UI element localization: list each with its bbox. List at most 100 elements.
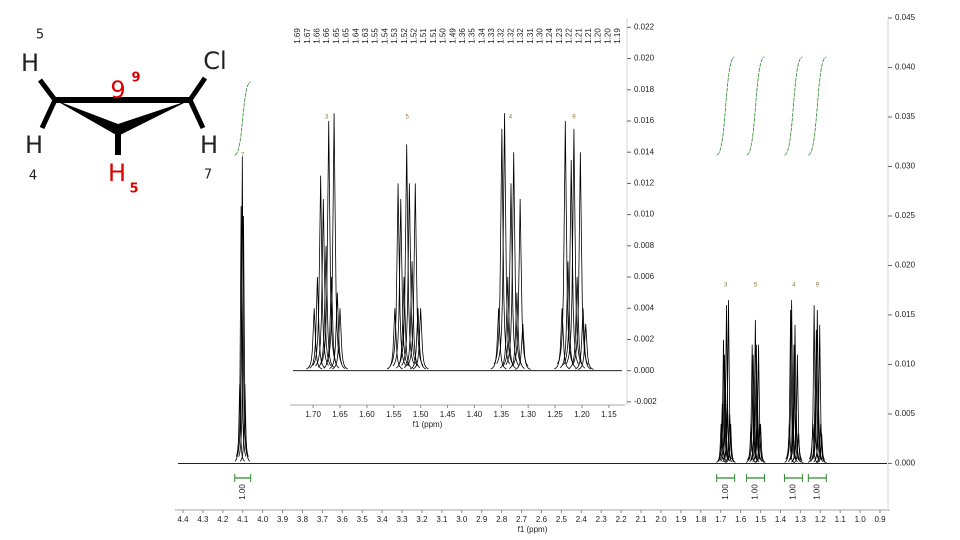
peak [811, 329, 822, 461]
integral-curve [807, 56, 827, 156]
atom: 9 [110, 76, 125, 104]
atom-number: 9 [131, 71, 140, 86]
x-tick-label: 1.7 [715, 515, 727, 524]
peak [320, 120, 337, 365]
peak-annotation: 5 [754, 283, 758, 289]
peak [490, 308, 507, 370]
y-tick-label: 0.018 [634, 85, 655, 94]
integral-curve [716, 56, 736, 156]
peak-list-label: 1.22 [565, 28, 574, 44]
wedge-bond [55, 100, 118, 136]
x-tick-label: 3.7 [317, 515, 329, 524]
integral-label: 1.00 [721, 484, 730, 500]
peak-annotation: 7 [241, 153, 245, 159]
peak [816, 433, 827, 464]
peak [505, 152, 522, 365]
x-tick-label: 1.8 [695, 515, 707, 524]
peak-list-label: 1.33 [487, 28, 496, 44]
peak [577, 323, 594, 370]
bond [187, 76, 208, 102]
x-tick-label: 1.1 [835, 515, 847, 524]
peak [508, 292, 525, 369]
peak-list-label: 1.66 [313, 28, 322, 44]
y-tick-label: 0.010 [895, 360, 916, 369]
peak-list-label: 1.36 [458, 28, 467, 44]
y-tick-label: 0.030 [895, 162, 916, 171]
x-tick-label: 1.9 [675, 515, 687, 524]
y-tick-label: 0.020 [634, 54, 655, 63]
x-tick-label: 1.60 [359, 410, 375, 419]
integral-curve [746, 56, 765, 156]
peak [325, 113, 343, 364]
atom-number: 4 [29, 169, 37, 184]
peak-list-label: 1.49 [448, 28, 457, 44]
x-tick-label: 1.6 [735, 515, 747, 524]
peak-list-label: 1.65 [342, 28, 351, 44]
peak [239, 384, 250, 462]
integral-label: 1.00 [238, 484, 247, 500]
y-tick-label: 0.025 [895, 211, 916, 220]
atom: Cl [203, 47, 226, 75]
peak [409, 308, 426, 370]
peak-list-label: 1.31 [526, 28, 535, 44]
peak [557, 120, 574, 365]
integral-curve [784, 56, 803, 156]
bond [187, 98, 206, 130]
peak [315, 199, 332, 367]
peak [785, 310, 796, 460]
peak-list-label: 1.50 [439, 28, 448, 44]
x-tick-label: 1.30 [520, 410, 536, 419]
peak-list-label: 1.54 [380, 28, 389, 44]
peak-list-label: 1.67 [303, 28, 312, 44]
x-tick-label: 2.7 [516, 515, 528, 524]
peak-list-label: 1.21 [574, 28, 583, 44]
peak [753, 344, 764, 461]
peak-list-label: 1.69 [293, 28, 302, 44]
wedge-bond [118, 100, 190, 136]
atom-number: 5 [129, 182, 138, 197]
peak-list-label: 1.66 [322, 28, 331, 44]
x-tick-label: 1.50 [413, 410, 429, 419]
y-tick-label: 0.020 [895, 261, 916, 270]
peak-list-label: 1.20 [603, 28, 612, 44]
y-tick-label: 0.040 [895, 63, 916, 72]
y-tick-label: 0.006 [634, 272, 655, 281]
atom: H [21, 49, 39, 77]
peak [754, 423, 765, 463]
peak-annotation: 5 [406, 115, 410, 121]
x-tick-label: 4.0 [257, 515, 269, 524]
integral-label: 1.00 [789, 484, 798, 500]
peak [401, 183, 418, 366]
x-tick-label: 2.2 [616, 515, 628, 524]
peak-list-label: 1.32 [506, 28, 515, 44]
x-tick-label: 1.35 [494, 410, 510, 419]
peak [329, 292, 346, 369]
x-axis-label: f1 (ppm) [518, 525, 548, 534]
atom: H [108, 159, 126, 187]
x-tick-label: 1.2 [815, 515, 827, 524]
peak-list-label: 1.21 [584, 28, 593, 44]
peak [237, 156, 248, 456]
x-tick-label: 2.8 [496, 515, 508, 524]
x-tick-label: 3.0 [456, 515, 468, 524]
x-tick-label: 3.8 [297, 515, 309, 524]
peak-list-label: 1.63 [361, 28, 370, 44]
peak [392, 199, 409, 367]
y-tick-label: 0.016 [634, 116, 655, 125]
x-tick-label: 4.4 [177, 515, 189, 524]
y-tick-label: 0.012 [634, 179, 655, 188]
peak [395, 277, 413, 369]
peak-annotation: 9 [816, 283, 820, 289]
peak [575, 308, 592, 370]
peak-list-label: 1.65 [332, 28, 341, 44]
peak [332, 308, 348, 370]
peak [412, 308, 429, 370]
x-tick-label: 4.3 [197, 515, 209, 524]
x-tick-label: 2.0 [655, 515, 667, 524]
peak-annotation: 3 [724, 283, 728, 289]
peak [563, 159, 580, 366]
y-tick-label: 0.015 [895, 310, 916, 319]
peak [389, 183, 407, 366]
atom-number: 5 [36, 28, 44, 43]
peak [312, 175, 329, 366]
